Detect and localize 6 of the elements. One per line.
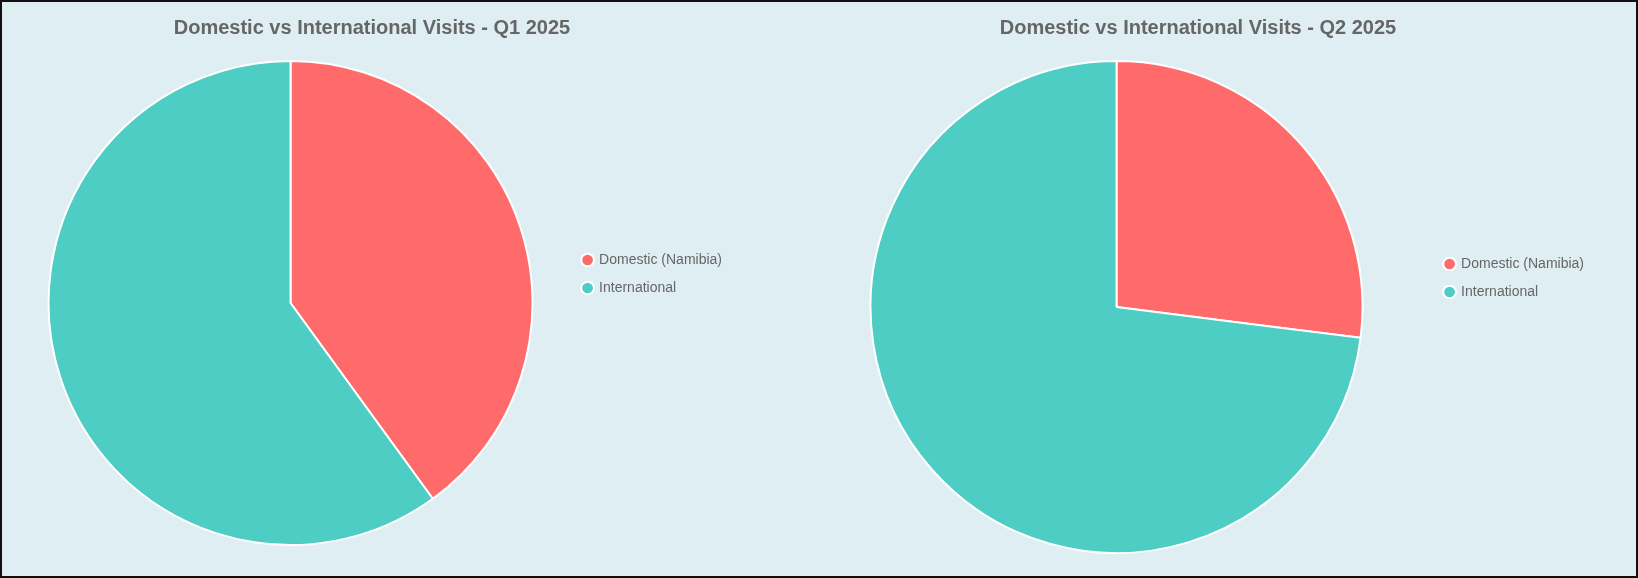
chart-title: Domestic vs International Visits - Q1 2025 [173, 15, 571, 38]
chart-title: Domestic vs International Visits - Q2 2025 [999, 15, 1397, 38]
legend-label: International [599, 278, 677, 295]
legend-label: Domestic (Namibia) [599, 250, 723, 267]
legend-label: Domestic (Namibia) [1461, 254, 1585, 271]
legend-label: International [1461, 282, 1539, 299]
